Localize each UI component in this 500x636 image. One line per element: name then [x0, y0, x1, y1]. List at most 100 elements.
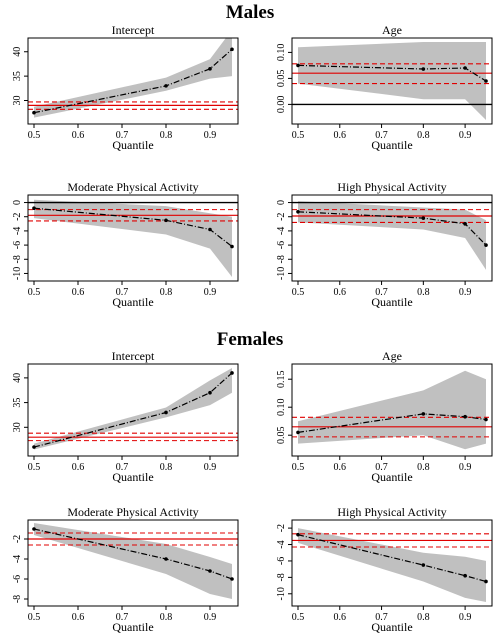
confidence-band — [34, 199, 232, 277]
y-tick-label: 0.05 — [276, 426, 287, 444]
confidence-band — [298, 370, 486, 450]
y-tick-label: 0.00 — [276, 96, 287, 114]
estimate-point — [296, 430, 300, 435]
estimate-point — [463, 66, 467, 70]
y-tick-label: 0.10 — [276, 44, 287, 62]
quantile-estimate-line — [297, 64, 487, 82]
panel-plot-area — [28, 523, 238, 599]
panel-plot-area — [28, 199, 238, 277]
y-tick-label: 0 — [12, 200, 23, 205]
confidence-band — [298, 528, 486, 602]
panel-plot-area — [28, 38, 238, 118]
y-tick-label: 30 — [12, 96, 23, 106]
y-tick-label: 0.10 — [276, 398, 287, 416]
x-tick-label: 0.8 — [417, 612, 430, 623]
y-tick-label: 30 — [12, 422, 23, 432]
y-tick-label: -2 — [276, 213, 287, 221]
panel-6: Age 0.5 0.6 0.7 0.8 0.9 Quantile 0.05 0.10 0.15 — [276, 349, 493, 484]
estimate-point — [230, 47, 234, 52]
x-tick-label: 0.8 — [160, 462, 173, 473]
y-tick-label: 0.15 — [276, 370, 287, 388]
x-tick-label: 0.8 — [417, 462, 430, 473]
panel-title: Intercept — [112, 349, 155, 363]
confidence-band — [34, 38, 232, 118]
estimate-point — [484, 79, 488, 83]
x-tick-label: 0.5 — [292, 462, 305, 473]
y-tick-label: -8 — [276, 255, 287, 263]
estimate-point — [296, 63, 300, 68]
confidence-band — [298, 201, 486, 270]
estimate-point — [484, 243, 488, 247]
y-tick-label: 35 — [12, 71, 23, 81]
panel-plot-area — [28, 368, 238, 450]
x-tick-label: 0.6 — [334, 130, 347, 141]
estimate-point — [230, 244, 234, 249]
x-tick-label: 0.6 — [72, 130, 85, 141]
x-axis-label: Quantile — [371, 295, 412, 309]
x-tick-label: 0.9 — [459, 612, 472, 623]
estimate-point — [421, 412, 426, 416]
x-tick-label: 0.9 — [204, 462, 217, 473]
estimate-point — [296, 532, 300, 537]
males-title: Males — [225, 2, 275, 23]
panel-3: Moderate Physical Activity 0.5 0.6 0.7 0.8 0.… — [12, 180, 239, 309]
y-tick-label: 0.05 — [276, 70, 287, 88]
panel-frame — [291, 363, 493, 457]
panel-plot-area — [292, 42, 492, 120]
x-axis-label: Quantile — [371, 620, 412, 634]
x-tick-label: 0.5 — [292, 130, 305, 141]
y-tick-label: 40 — [12, 373, 23, 383]
x-tick-label: 0.5 — [292, 287, 305, 298]
x-tick-label: 0.7 — [116, 612, 129, 623]
x-tick-label: 0.6 — [72, 287, 85, 298]
x-tick-label: 0.8 — [417, 130, 430, 141]
x-tick-label: 0.9 — [204, 287, 217, 298]
x-tick-label: 0.9 — [204, 612, 217, 623]
x-tick-label: 0.7 — [375, 287, 388, 298]
x-tick-label: 0.7 — [116, 287, 129, 298]
panel-plot-area — [292, 201, 492, 270]
quantile-estimate-line — [297, 211, 487, 246]
panel-plot-area — [292, 370, 492, 450]
females-title: Females — [216, 329, 284, 350]
x-tick-label: 0.6 — [334, 287, 347, 298]
estimate-point — [208, 67, 212, 71]
estimate-point — [484, 579, 488, 584]
x-tick-label: 0.6 — [72, 612, 85, 623]
panel-5: Intercept 0.5 0.6 0.7 0.8 0.9 Quantile 30 35 40 — [12, 349, 239, 484]
x-tick-label: 0.6 — [72, 462, 85, 473]
estimate-point — [421, 563, 426, 567]
estimate-point — [484, 417, 488, 422]
y-tick-label: 35 — [12, 398, 23, 408]
estimate-point — [208, 569, 212, 573]
quantile-estimate-line — [33, 207, 233, 247]
panel-title: Age — [382, 23, 402, 37]
y-tick-label: 40 — [12, 47, 23, 57]
estimate-point — [463, 222, 467, 226]
x-axis-label: Quantile — [112, 138, 153, 152]
panel-frame — [291, 37, 493, 125]
y-tick-label: -10 — [276, 267, 287, 280]
x-tick-label: 0.7 — [375, 130, 388, 141]
y-tick-label: -6 — [12, 575, 23, 583]
x-tick-label: 0.6 — [334, 612, 347, 623]
x-axis-label: Quantile — [112, 295, 153, 309]
x-tick-label: 0.8 — [160, 612, 173, 623]
x-tick-label: 0.8 — [417, 287, 430, 298]
y-tick-label: -8 — [12, 255, 23, 263]
estimate-point — [421, 216, 426, 220]
y-tick-label: -2 — [12, 535, 23, 543]
panel-frame — [291, 194, 493, 282]
panel-8: High Physical Activity 0.5 0.6 0.7 0.8 0.9 Qua… — [276, 505, 493, 634]
y-tick-label: -4 — [276, 227, 287, 235]
x-tick-label: 0.9 — [459, 287, 472, 298]
x-tick-label: 0.9 — [204, 130, 217, 141]
quantile-estimate-line — [33, 48, 233, 114]
estimate-point — [32, 206, 36, 211]
estimate-point — [230, 371, 234, 375]
panel-title: High Physical Activity — [337, 505, 446, 519]
panel-frame — [27, 194, 239, 282]
x-tick-label: 0.5 — [292, 612, 305, 623]
estimate-point — [164, 84, 168, 88]
